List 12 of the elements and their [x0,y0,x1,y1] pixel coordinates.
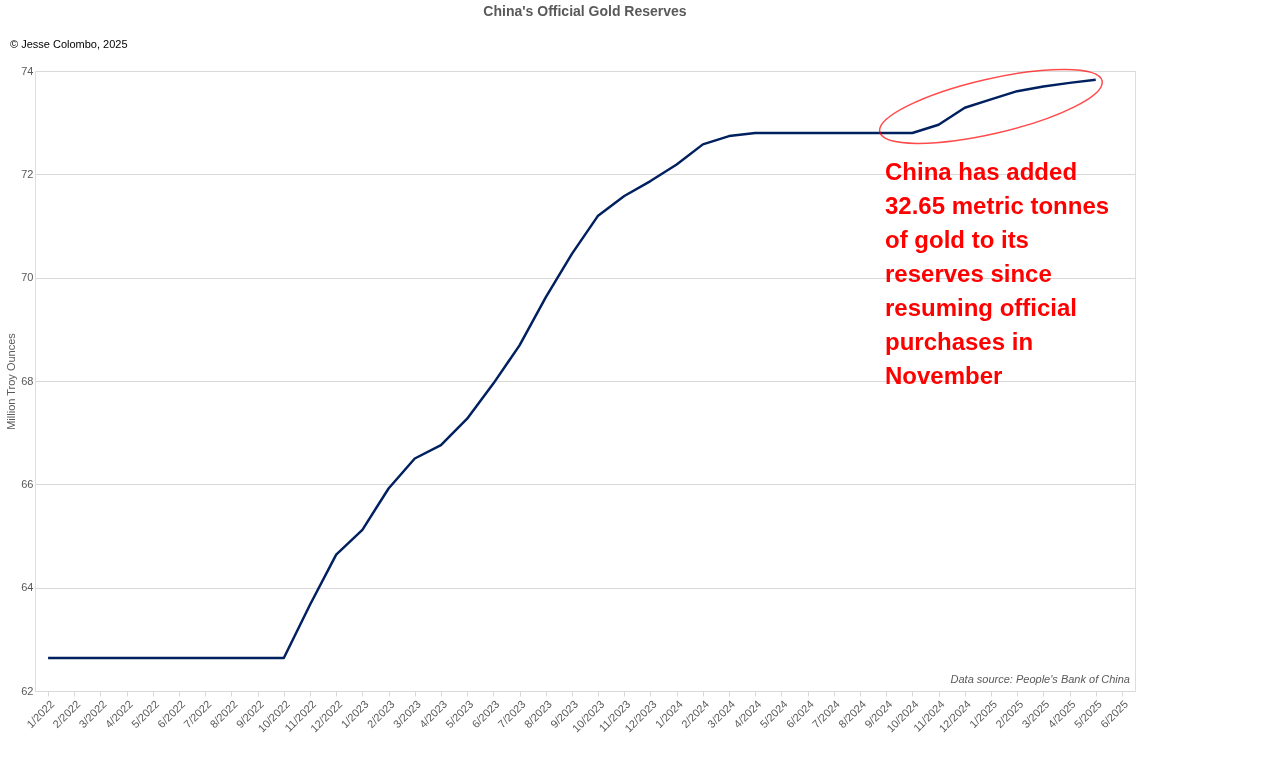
y-tick-label: 70 [21,271,34,284]
y-tick-label: 74 [21,64,34,77]
y-axis-title: Million Troy Ounces [5,332,18,430]
y-tick-label: 68 [21,374,34,387]
annotation: Data source: People's Bank of China [950,673,1130,685]
annotation: China has added 32.65 metric tonnes of gold to its reserves since resuming official purchases in November [885,158,1110,389]
y-tick-label: 66 [21,477,34,490]
y-tick-label: 62 [21,684,34,697]
text: © Jesse Colombo, 2025 [10,38,128,50]
chart-title: China's Official Gold Reserves [483,3,687,19]
y-tick-label: 72 [21,167,34,180]
y-tick-label: 64 [21,581,34,594]
